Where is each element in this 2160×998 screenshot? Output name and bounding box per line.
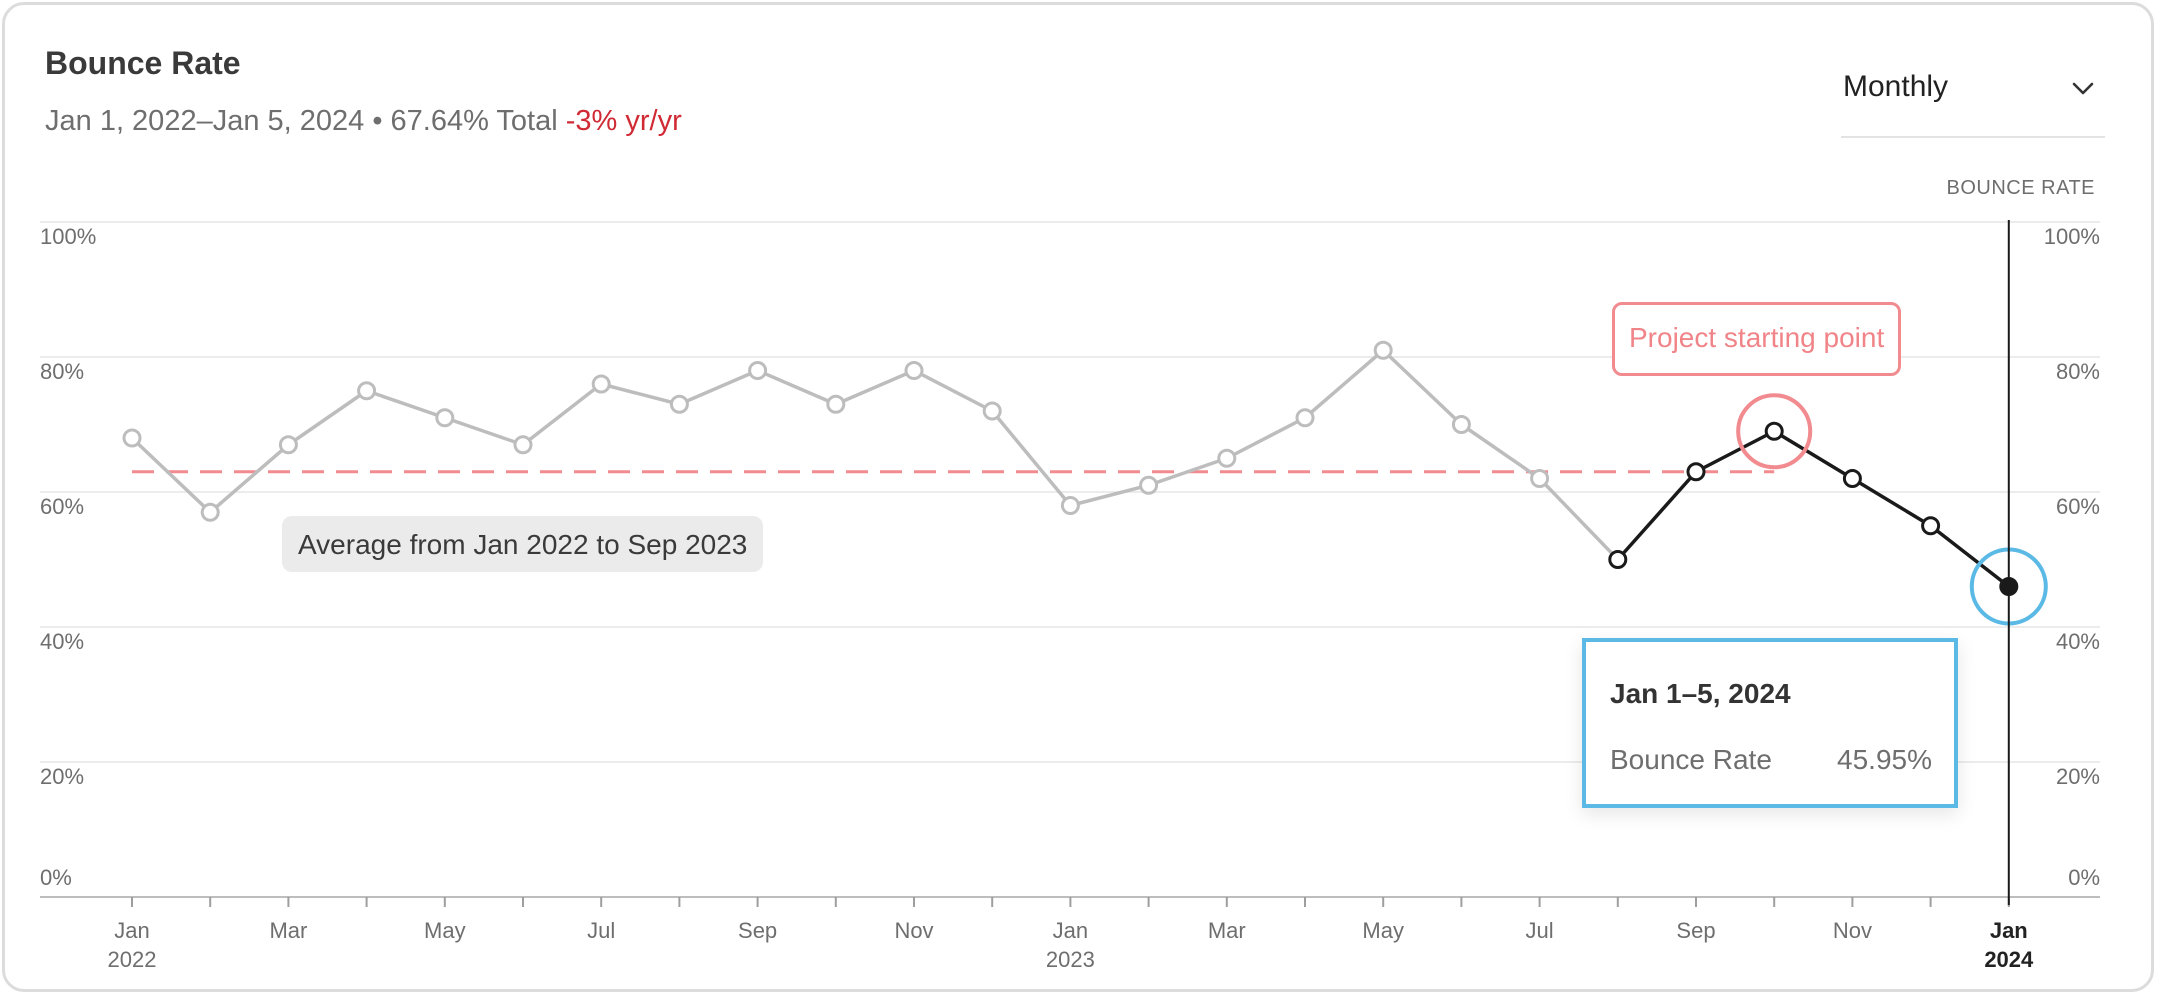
data-point	[122, 428, 142, 448]
data-point	[1295, 408, 1315, 428]
data-point	[1764, 421, 1784, 441]
data-point	[982, 401, 1002, 421]
x-tick-label: Jul	[587, 918, 615, 943]
y-tick-label-left: 20%	[40, 764, 84, 789]
x-tick-label: Mar	[269, 918, 307, 943]
data-point	[1530, 469, 1550, 488]
data-point	[1608, 550, 1628, 569]
history-series-line	[130, 348, 1620, 561]
series-lines	[130, 348, 2010, 588]
average-annotation: Average from Jan 2022 to Sep 2023	[282, 516, 764, 572]
x-tick-label: Jan	[1053, 918, 1088, 943]
x-tick-year-label: 2024	[1984, 947, 2034, 972]
y-tick-label-left: 60%	[40, 494, 84, 519]
date-range-total: Jan 1, 2022–Jan 5, 2024 • 67.64% Total	[45, 105, 558, 137]
hover-tooltip: Jan 1–5, 2024 Bounce Rate 45.95%	[1582, 638, 1958, 808]
data-point	[1217, 448, 1237, 468]
data-point	[513, 435, 533, 455]
right-axis-caption: BOUNCE RATE	[1946, 177, 2095, 199]
x-tick-label: Jul	[1526, 918, 1554, 943]
yoy-change: -3% yr/yr	[565, 105, 682, 137]
data-point	[1686, 462, 1706, 482]
data-point	[1373, 340, 1393, 360]
data-points	[122, 340, 2048, 626]
data-point	[278, 435, 298, 455]
y-tick-label-right: 20%	[2056, 764, 2100, 789]
data-point	[1139, 475, 1159, 495]
data-point	[1921, 516, 1941, 536]
period-select[interactable]: Monthly	[1841, 60, 2105, 138]
x-tick-label: Nov	[1833, 918, 1872, 943]
project-start-highlight-ring	[1736, 393, 1813, 470]
project-start-annotation: Project starting point	[1612, 302, 1902, 376]
y-tick-label-right: 60%	[2056, 494, 2100, 519]
data-point	[1842, 469, 1862, 488]
x-tick-label: May	[424, 918, 466, 943]
data-point	[748, 361, 768, 380]
x-tick-year-label: 2023	[1046, 947, 1095, 972]
y-tick-label-left: 40%	[40, 629, 84, 654]
y-tick-label-right: 80%	[2056, 359, 2100, 384]
chart-title: Bounce Rate	[45, 45, 241, 81]
data-point	[357, 381, 377, 401]
x-tick-label: Nov	[894, 918, 933, 943]
tooltip-date: Jan 1–5, 2024	[1610, 678, 1791, 709]
y-tick-label-right: 100%	[2044, 224, 2100, 249]
data-point	[200, 502, 220, 522]
x-axis: Jan 2022 Mar May Jul Sep Nov Jan 2023 Mar May Jul Se…	[40, 896, 2100, 972]
x-tick-label: Sep	[738, 918, 777, 943]
y-tick-label-left: 0%	[40, 865, 72, 890]
x-tick-label: May	[1362, 918, 1404, 943]
data-point	[591, 374, 611, 394]
x-tick-year-label: 2022	[108, 947, 157, 972]
data-point	[435, 408, 455, 428]
data-point	[669, 394, 689, 414]
y-tick-label-left: 100%	[40, 224, 96, 249]
y-tick-label-right: 0%	[2068, 865, 2100, 890]
data-point	[826, 394, 846, 414]
x-tick-label: Mar	[1208, 918, 1246, 943]
x-tick-label: Sep	[1676, 918, 1715, 943]
period-select-value: Monthly	[1843, 70, 1949, 103]
tooltip-value: 45.95%	[1837, 744, 1932, 775]
data-point	[1451, 415, 1471, 434]
y-tick-label-left: 80%	[40, 359, 84, 384]
data-point	[1060, 496, 1080, 515]
y-axis-ticks: 0% 0% 20% 20% 40% 40% 60% 60% 80% 80% 100% 100%	[40, 224, 2100, 890]
x-tick-label: Jan	[1990, 918, 2028, 943]
x-tick-label: Jan	[114, 918, 149, 943]
chevron-down-icon	[2072, 82, 2094, 95]
y-tick-label-right: 40%	[2056, 629, 2100, 654]
tooltip-metric: Bounce Rate	[1610, 744, 1772, 775]
chart-subtitle: Jan 1, 2022–Jan 5, 2024 • 67.64% Total -…	[45, 105, 682, 138]
data-point	[904, 361, 924, 380]
project-series-line	[1616, 429, 2010, 588]
